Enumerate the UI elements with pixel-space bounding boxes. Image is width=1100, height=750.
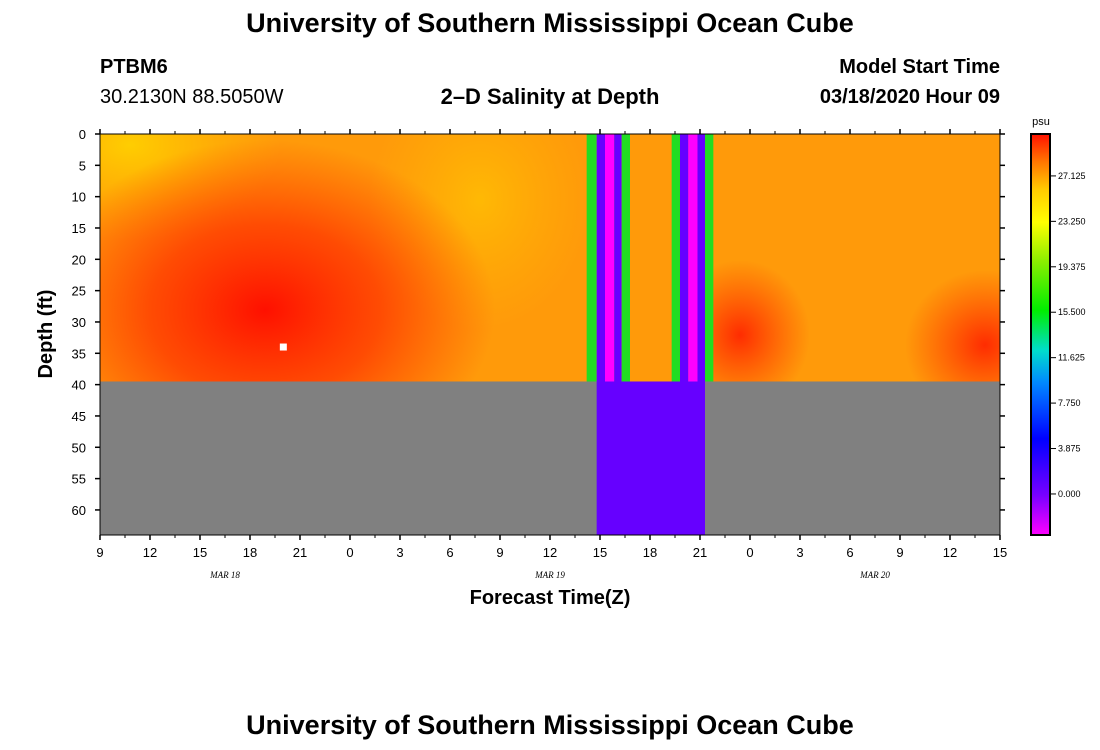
seabed-layer <box>100 381 1000 535</box>
missing-data-stripe <box>596 134 605 382</box>
colorbar <box>1030 133 1051 536</box>
x-tick-label: 18 <box>243 545 257 560</box>
x-tick-label: 3 <box>796 545 803 560</box>
y-tick-label: 0 <box>79 127 86 142</box>
salinity-high-region <box>905 270 1000 382</box>
colorbar-label: 23.250 <box>1058 216 1086 226</box>
y-tick-label: 40 <box>72 378 86 393</box>
colorbar-label: 15.500 <box>1058 307 1086 317</box>
y-axis: 0 5 10 15 20 25 30 35 40 45 50 55 60 <box>72 127 1005 518</box>
missing-data-stripe <box>697 134 705 382</box>
station-coords: 30.2130N 88.5050W <box>100 86 284 108</box>
model-start-value: 03/18/2020 Hour 09 <box>819 86 1000 108</box>
x-tick-label: 6 <box>446 545 453 560</box>
date-label: MAR 19 <box>534 570 565 580</box>
y-tick-label: 50 <box>72 440 86 455</box>
colorbar-label: 7.750 <box>1058 398 1081 408</box>
station-marker-layer <box>279 343 287 351</box>
x-tick-label: 15 <box>993 545 1007 560</box>
x-tick-label: 21 <box>693 545 707 560</box>
missing-data-stripe <box>586 134 597 382</box>
y-tick-label: 60 <box>72 503 86 518</box>
x-tick-label: 12 <box>143 545 157 560</box>
x-tick-label: 9 <box>896 545 903 560</box>
x-tick-label: 15 <box>193 545 207 560</box>
colorbar-label: 19.375 <box>1058 262 1086 272</box>
y-tick-label: 25 <box>72 284 86 299</box>
colorbar-labels: 27.125 23.250 19.375 15.500 11.625 7.750 3.875… <box>1050 171 1086 499</box>
x-tick-label: 0 <box>346 545 353 560</box>
colorbar-unit: psu <box>1032 116 1050 128</box>
x-tick-label: 12 <box>543 545 557 560</box>
missing-data-stripe <box>705 134 714 382</box>
x-tick-label: 0 <box>746 545 753 560</box>
y-tick-label: 55 <box>72 472 86 487</box>
y-tick-label: 15 <box>72 221 86 236</box>
model-start-label: Model Start Time <box>839 56 1000 78</box>
x-tick-label: 3 <box>396 545 403 560</box>
salinity-high-region <box>100 140 495 382</box>
missing-data-stripe <box>671 134 680 382</box>
x-axis-title: Forecast Time(Z) <box>470 587 631 609</box>
date-label: MAR 20 <box>859 570 890 580</box>
missing-data-stripe <box>680 134 689 382</box>
colorbar-label: 27.125 <box>1058 171 1086 181</box>
x-tick-label: 6 <box>846 545 853 560</box>
date-label: MAR 18 <box>209 570 240 580</box>
y-axis-title: Depth (ft) <box>35 290 57 379</box>
x-tick-label: 12 <box>943 545 957 560</box>
missing-data-stripe <box>688 134 698 382</box>
station-marker <box>279 343 287 351</box>
x-tick-label: 18 <box>643 545 657 560</box>
date-labels: MAR 18 MAR 19 MAR 20 <box>209 570 890 580</box>
missing-data-stripe <box>605 134 615 382</box>
colorbar-label: 11.625 <box>1058 353 1085 363</box>
x-tick-label: 15 <box>593 545 607 560</box>
missing-data-stripe <box>614 134 622 382</box>
y-tick-label: 35 <box>72 346 86 361</box>
y-tick-label: 30 <box>72 315 86 330</box>
y-tick-label: 45 <box>72 409 86 424</box>
y-tick-label: 10 <box>72 190 86 205</box>
seabed <box>100 381 1000 535</box>
y-tick-label: 20 <box>72 252 86 267</box>
top-title: University of Southern Mississippi Ocean… <box>246 8 854 38</box>
x-axis: 9 12 15 18 21 0 3 6 9 12 15 18 21 0 3 6 9 12 15 <box>96 129 1007 560</box>
plot-title: 2–D Salinity at Depth <box>440 84 660 109</box>
station-id: PTBM6 <box>100 56 168 78</box>
missing-data-stripes <box>586 134 714 382</box>
x-tick-label: 21 <box>293 545 307 560</box>
x-tick-label: 9 <box>96 545 103 560</box>
missing-data-block <box>596 381 705 535</box>
missing-data-stripe <box>621 134 630 382</box>
colorbar-label: 3.875 <box>1058 444 1081 454</box>
colorbar-label: 0.000 <box>1058 489 1081 499</box>
y-tick-label: 5 <box>79 158 86 173</box>
bottom-title: University of Southern Mississippi Ocean… <box>246 710 854 740</box>
x-tick-label: 9 <box>496 545 503 560</box>
